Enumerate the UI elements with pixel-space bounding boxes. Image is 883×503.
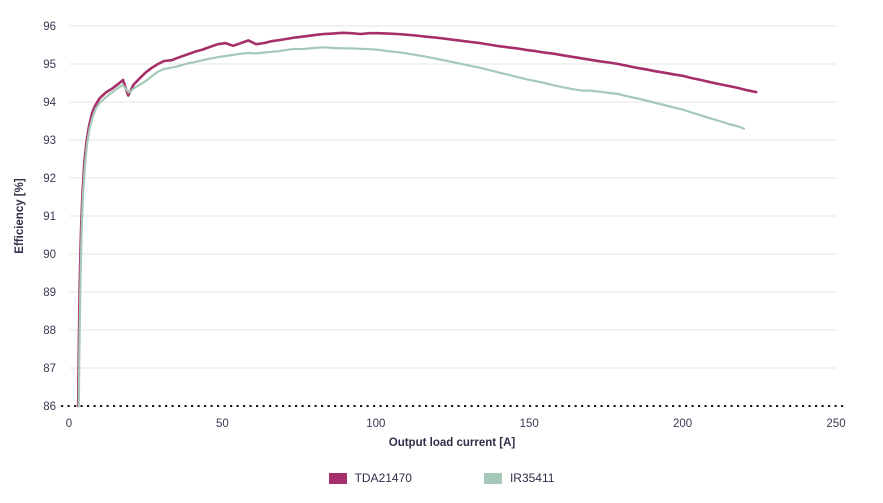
y-tick-label-96: 96 [43,21,56,33]
y-tick-label-91: 91 [43,211,56,223]
y-tick-label-92: 92 [43,173,56,185]
legend-swatch-tda21470 [328,472,347,484]
series-line-ir35411 [77,46,746,408]
y-tick-label-88: 88 [43,325,56,337]
legend-label-ir35411: IR35411 [509,471,555,485]
legend-item-tda21470: TDA21470 [328,471,412,485]
y-tick-label-95: 95 [43,59,56,71]
series-line-tda21470 [76,31,758,408]
legend-swatch-ir35411 [483,472,502,484]
legend-item-ir35411: IR35411 [483,471,555,485]
chart-legend: TDA21470 IR35411 [0,471,883,485]
x-tick-label-50: 50 [216,418,229,430]
y-tick-label-86: 86 [43,401,56,413]
legend-label-tda21470: TDA21470 [354,471,412,485]
x-tick-label-0: 0 [66,418,72,430]
x-tick-label-100: 100 [366,418,385,430]
x-tick-label-200: 200 [673,418,692,430]
x-tick-label-150: 150 [520,418,539,430]
y-tick-label-93: 93 [43,135,56,147]
x-tick-label-250: 250 [826,418,845,430]
x-axis-title: Output load current [A] [388,437,516,449]
y-tick-label-89: 89 [43,287,56,299]
y-tick-label-87: 87 [43,363,56,375]
y-tick-label-90: 90 [43,249,56,261]
y-tick-label-94: 94 [43,97,56,109]
y-axis-title: Efficiency [%] [14,178,26,254]
